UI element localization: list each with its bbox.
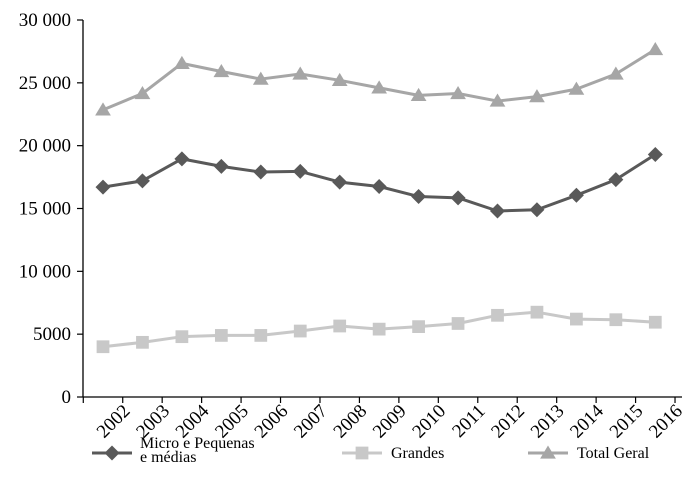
data-point: [175, 330, 189, 344]
data-point: [96, 340, 110, 354]
data-point: [647, 146, 663, 162]
data-point: [450, 190, 466, 206]
legend-label: Total Geral: [577, 445, 650, 462]
y-tick-label: 15 000: [19, 199, 71, 220]
legend-label: e médias: [140, 449, 196, 466]
data-point: [174, 55, 190, 69]
data-point: [213, 158, 229, 174]
x-tick-label: 2010: [408, 401, 450, 443]
y-tick-label: 0: [62, 387, 72, 408]
series-0: [95, 146, 663, 219]
x-tick-label: 2014: [566, 400, 608, 442]
data-point: [490, 203, 505, 219]
data-point: [371, 179, 387, 195]
data-point: [134, 173, 150, 189]
data-point: [213, 64, 230, 78]
legend-entry: Total Geral: [528, 445, 650, 462]
legend-label: Grandes: [391, 445, 444, 462]
data-point: [95, 102, 111, 116]
x-tick-label: 2016: [645, 401, 687, 443]
data-point: [371, 80, 388, 94]
data-point: [489, 93, 506, 107]
data-point: [293, 324, 307, 338]
x-tick-label: 2011: [448, 401, 489, 442]
series-group: [95, 42, 664, 354]
data-point: [491, 308, 504, 322]
x-tick-label: 2002: [93, 401, 135, 443]
data-point: [331, 72, 348, 86]
data-point: [252, 71, 269, 85]
data-point: [570, 312, 583, 326]
data-point: [254, 329, 268, 342]
y-tick-label: 20 000: [19, 136, 71, 157]
data-point: [95, 179, 111, 195]
data-point: [410, 87, 427, 102]
x-tick-label: 2008: [330, 401, 372, 443]
legend-marker: [104, 445, 120, 461]
x-tick-label: 2012: [487, 401, 529, 443]
data-point: [451, 317, 465, 330]
data-point: [292, 163, 308, 179]
data-point: [607, 66, 624, 80]
series-line: [102, 48, 657, 112]
data-point: [530, 305, 544, 319]
data-point: [568, 81, 585, 95]
data-point: [372, 322, 386, 336]
series-1: [96, 305, 662, 354]
data-point: [253, 164, 269, 180]
y-tick-label: 30 000: [19, 10, 71, 31]
data-point: [333, 319, 347, 333]
data-point: [647, 42, 664, 56]
data-point: [609, 313, 623, 327]
data-point: [568, 187, 584, 203]
legend-marker: [540, 445, 556, 459]
data-point: [332, 174, 348, 190]
legend-marker: [355, 446, 369, 460]
data-point: [134, 86, 151, 100]
legend-label: Micro e Pequenas: [140, 435, 255, 452]
x-tick-label: 2013: [527, 401, 569, 443]
data-point: [412, 320, 425, 334]
data-point: [411, 189, 427, 205]
data-point: [529, 89, 545, 103]
y-tick-label: 25 000: [19, 73, 71, 94]
x-tick-label: 2015: [606, 401, 648, 443]
data-point: [450, 86, 466, 100]
series-2: [95, 42, 664, 116]
y-axis-tick-labels: 0 5000 10 000 15 000 20 000 25 000 30 000: [19, 10, 71, 408]
axes: [77, 19, 682, 403]
data-point: [648, 315, 662, 329]
x-tick-label: 2009: [369, 401, 411, 443]
y-tick-label: 10 000: [19, 261, 71, 282]
legend-entry: Grandes: [342, 445, 444, 462]
data-point: [292, 66, 309, 80]
data-point: [214, 329, 228, 342]
data-point: [174, 151, 190, 167]
y-tick-label: 5000: [33, 324, 71, 345]
data-point: [529, 202, 545, 218]
x-tick-label: 2007: [290, 401, 332, 443]
x-tick-label: 2006: [251, 401, 293, 443]
data-point: [608, 172, 624, 188]
data-point: [136, 335, 149, 349]
